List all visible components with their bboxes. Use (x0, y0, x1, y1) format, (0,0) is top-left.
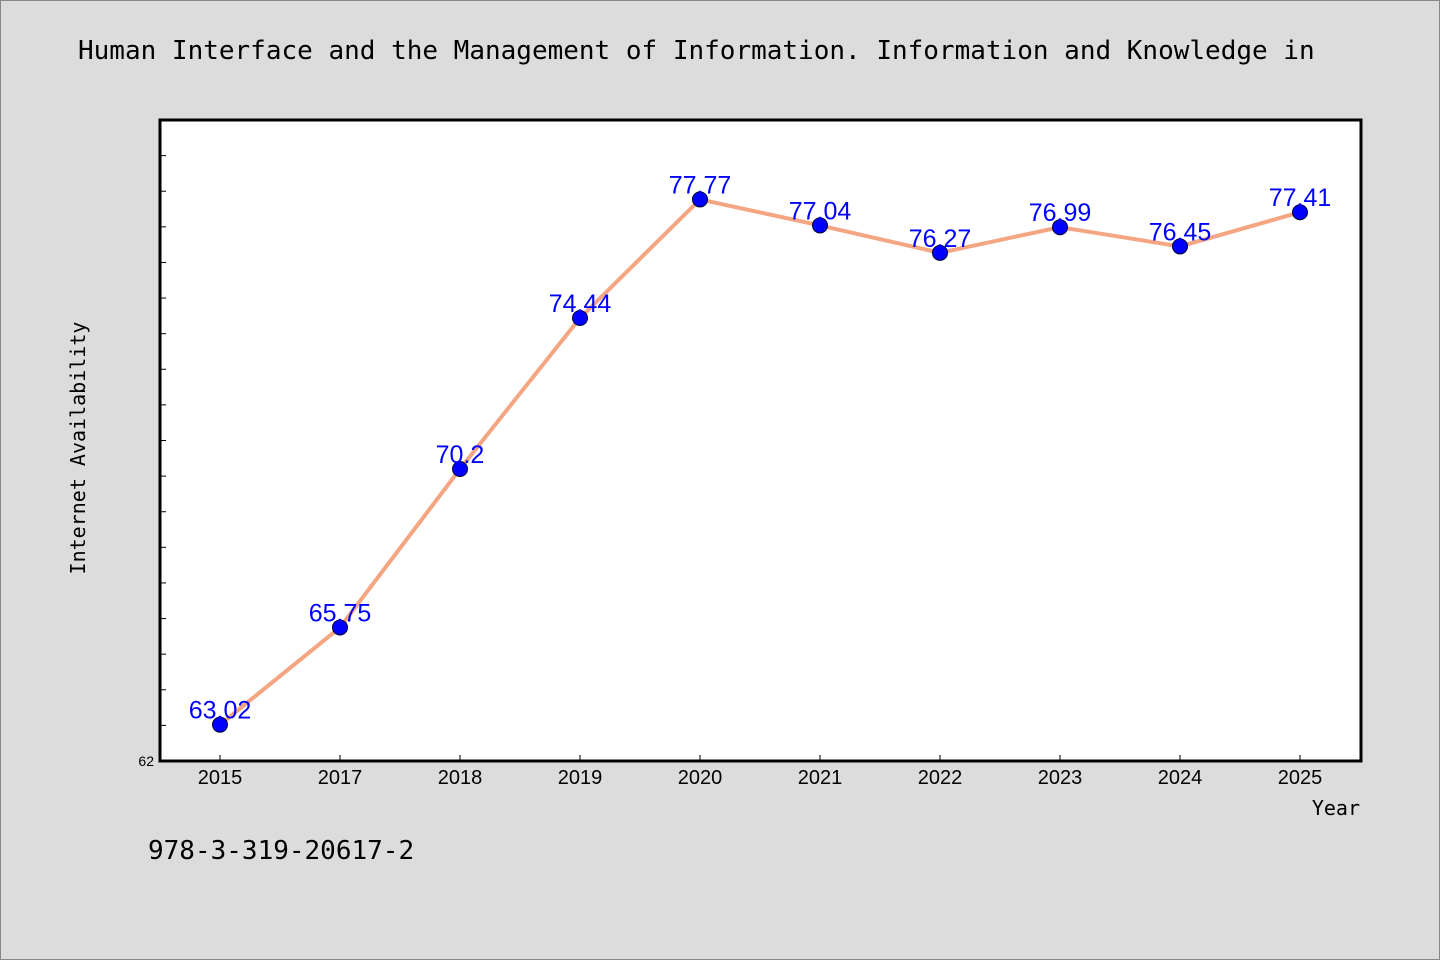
data-point (932, 244, 948, 261)
data-label: 74.44 (549, 290, 612, 318)
x-tick-label: 2018 (438, 767, 483, 789)
x-tick-label: 2020 (678, 767, 723, 789)
data-label: 76.45 (1149, 218, 1212, 246)
data-point (1292, 204, 1308, 221)
data-label: 65.75 (309, 599, 372, 627)
data-point (572, 309, 588, 326)
data-point (212, 716, 228, 733)
y-axis-ticks: 62 (138, 155, 166, 769)
data-label: 70.2 (436, 441, 485, 469)
data-labels-layer: 63.02 65.75 70.2 74.44 77.77 77.04 76.27 76.99 7… (189, 171, 1332, 724)
chart-title: Human Interface and the Management of In… (78, 36, 1315, 66)
x-tick-label: 2022 (918, 767, 963, 789)
x-tick-label: 2025 (1278, 767, 1323, 789)
x-tick-label: 2021 (798, 767, 843, 789)
data-point (692, 191, 708, 208)
data-label: 76.99 (1029, 199, 1092, 227)
data-label: 77.04 (789, 197, 852, 225)
x-tick-label: 2015 (198, 767, 243, 789)
data-label: 77.41 (1269, 184, 1332, 212)
data-point (452, 460, 468, 477)
x-axis-ticks: 2015 2017 2018 2019 2020 2021 2022 2023 2024 2025 (198, 755, 1323, 789)
data-label: 77.77 (669, 171, 732, 199)
data-point (812, 217, 828, 234)
data-point (1172, 238, 1188, 255)
x-tick-label: 2019 (558, 767, 603, 789)
data-label: 76.27 (909, 225, 972, 253)
data-point (332, 619, 348, 636)
x-axis-label: Year (1311, 796, 1360, 820)
y-tick-label: 62 (138, 753, 154, 769)
x-tick-label: 2024 (1158, 767, 1203, 789)
footer-isbn: 978-3-319-20617-2 (148, 836, 415, 866)
plot-area (158, 118, 1363, 763)
data-label: 63.02 (189, 697, 252, 725)
x-tick-label: 2017 (318, 767, 363, 789)
x-tick-label: 2023 (1038, 767, 1083, 789)
series-layer (212, 191, 1308, 733)
series-line (218, 197, 1302, 727)
data-point (1052, 219, 1068, 236)
